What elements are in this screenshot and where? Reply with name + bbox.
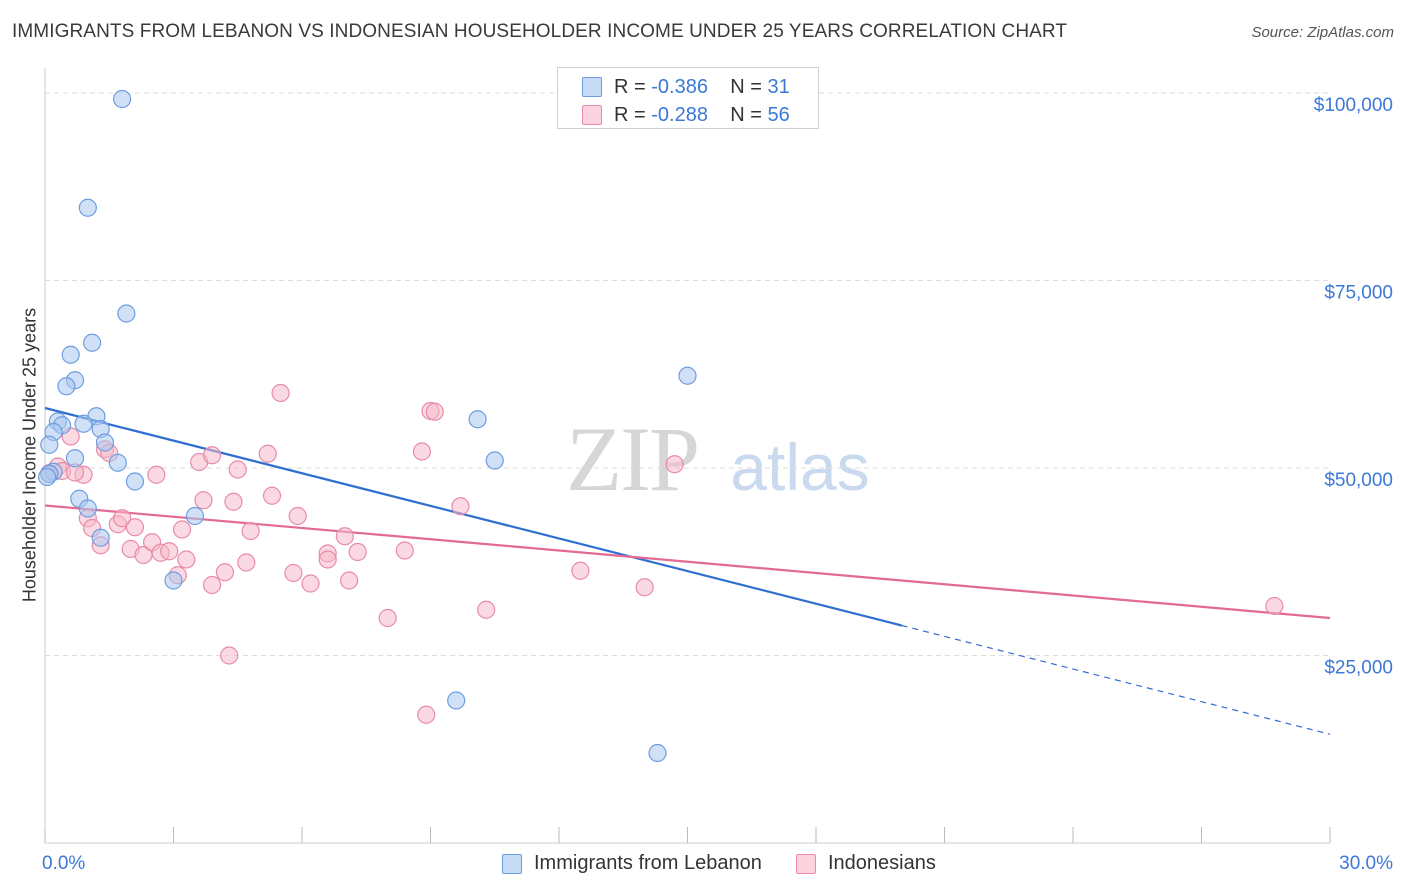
data-point-lebanon [112,89,132,109]
data-point-indonesians [271,383,290,403]
data-point-lebanon [78,198,97,217]
legend-r-value: -0.288 [651,103,708,126]
x-tick-labels: 0.0% 30.0% [42,853,1393,874]
data-point-indonesians [348,542,367,562]
data-point-indonesians [160,542,179,561]
data-point-lebanon [164,571,183,590]
data-point-lebanon [40,435,59,454]
trend-line-lebanon [44,406,902,627]
x-tick-label: 0.0% [42,853,85,874]
legend-n-value: 56 [767,103,790,126]
data-point-indonesians [477,600,496,619]
data-point-indonesians [177,550,196,569]
legend-r-label: R = [614,103,652,126]
data-point-indonesians [228,460,247,479]
legend-n-label: N = [730,75,768,98]
data-point-indonesians [125,518,145,537]
source-credit: Source: ZipAtlas.com [1251,24,1394,41]
data-point-lebanon [61,345,80,364]
data-point-indonesians [237,553,256,572]
legend-r-value: -0.386 [651,75,708,98]
data-point-indonesians [241,521,260,541]
data-point-lebanon [185,506,205,526]
data-point-lebanon [57,377,76,396]
legend-item-indonesians: Indonesians [796,852,936,875]
y-tick-label: $75,000 [1324,283,1393,304]
data-point-indonesians [202,446,222,465]
data-point-indonesians [665,455,684,474]
data-point-indonesians [147,465,166,484]
data-point-lebanon [485,451,504,470]
data-point-indonesians [425,402,444,421]
data-point-indonesians [202,575,222,595]
data-point-indonesians [340,571,359,590]
data-point-lebanon [648,743,667,763]
legend-label-indonesians: Indonesians [828,852,936,874]
legend-swatch-indonesians [796,853,816,874]
data-point-indonesians [417,705,436,724]
data-point-indonesians [172,520,192,539]
watermark: ZIP atlas [566,408,870,510]
legend-r-label: R = [614,75,652,98]
data-point-indonesians [262,486,282,505]
data-point-indonesians [451,497,470,516]
data-point-indonesians [395,541,414,560]
legend-swatch-indonesians [582,105,602,125]
data-point-indonesians [215,563,234,582]
trend-lines [44,406,1331,735]
axes [44,68,1331,844]
legend-n-label: N = [730,103,768,126]
data-point-indonesians [220,646,239,665]
data-point-indonesians [412,442,432,461]
legend-swatch-lebanon [502,853,522,874]
series-legend: Immigrants from Lebanon Indonesians [0,852,1406,878]
data-points [38,89,1284,763]
data-point-lebanon [117,304,136,323]
data-point-lebanon [125,472,145,491]
data-point-indonesians [571,561,590,580]
data-point-indonesians [1265,596,1284,616]
y-tick-label: $100,000 [1314,95,1393,116]
y-tick-label: $50,000 [1324,470,1393,491]
data-point-lebanon [38,467,57,487]
data-point-lebanon [108,453,127,472]
data-point-lebanon [447,691,466,710]
data-point-lebanon [74,414,93,433]
trend-line-indonesians [44,504,1331,620]
legend-label-lebanon: Immigrants from Lebanon [534,852,762,874]
data-point-lebanon [468,410,487,429]
watermark-atlas: atlas [730,430,869,504]
data-point-lebanon [678,366,697,385]
data-point-indonesians [318,550,337,569]
chart-title: IMMIGRANTS FROM LEBANON VS INDONESIAN HO… [12,21,1068,42]
data-point-indonesians [194,491,213,510]
data-point-indonesians [378,608,397,628]
legend-swatch-lebanon [582,77,602,97]
data-point-indonesians [224,492,243,511]
legend-item-lebanon: Immigrants from Lebanon [502,852,762,875]
data-point-lebanon [65,449,85,468]
y-tick-labels: $25,000 $50,000 $75,000 $100,000 [1314,95,1393,679]
data-point-lebanon [95,433,115,452]
y-tick-label: $25,000 [1324,658,1393,679]
data-point-indonesians [284,563,303,583]
trend-line-lebanon-extension [901,624,1331,735]
data-point-lebanon [78,499,97,518]
correlation-legend: R = -0.386 N = 31 R = -0.288 N = 56 [557,67,819,129]
data-point-lebanon [83,333,102,352]
data-point-indonesians [635,578,654,597]
data-point-indonesians [301,574,320,593]
legend-n-value: 31 [767,75,790,98]
data-point-indonesians [335,527,354,546]
x-tick-label: 30.0% [1339,853,1393,874]
data-point-indonesians [288,506,307,526]
data-point-indonesians [258,444,277,463]
data-point-lebanon [91,528,110,547]
data-point-indonesians [112,509,132,528]
